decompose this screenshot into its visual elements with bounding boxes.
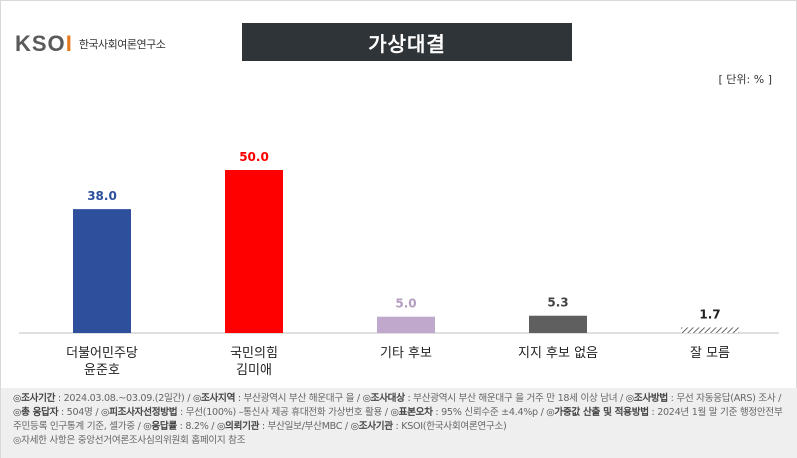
bar-3: [529, 315, 587, 333]
footnote-item: ◎의뢰기관 : 부산일보/부산MBC: [216, 421, 343, 432]
value-label-3: 5.3: [547, 296, 568, 310]
footnote-items: ◎조사기간 : 2024.03.08.~03.09.(2일간) / ◎조사지역 …: [13, 393, 783, 432]
ksoi-logo: KSOI 한국사회여론연구소: [15, 31, 166, 57]
logo-mark: KSOI: [15, 31, 73, 56]
unit-label: [ 단위: % ]: [718, 73, 772, 86]
footnote-item: ◎가중값 산출 및 적용방법 : 2024년 1월 말 기준 행정안전부 주민등…: [13, 407, 783, 432]
category-label-3-0: 지지 후보 없음: [518, 346, 598, 361]
value-label-1: 50.0: [239, 150, 269, 164]
footnote-item: ◎총 응답자 : 504명: [13, 407, 93, 418]
chart-title-text: 가상대결: [368, 31, 446, 56]
logo-text: 한국사회여론연구소: [78, 38, 166, 51]
footnote-item: ◎응답률 : 8.2%: [143, 421, 209, 432]
value-label-4: 1.7: [699, 307, 720, 321]
bar-2: [377, 316, 435, 333]
bar-0: [73, 209, 131, 333]
value-label-2: 5.0: [395, 297, 416, 311]
footnote-note: ◎자세한 사항은 중앙선거여론조사심의위원회 홈페이지 참조: [13, 435, 246, 446]
category-label-4-0: 잘 모름: [690, 346, 730, 361]
category-label-0-1: 윤준호: [84, 363, 120, 378]
footnote-item: ◎조사방법 : 무선 자동응답(ARS) 조사: [625, 393, 776, 404]
category-label-1-0: 국민의힘: [230, 346, 278, 361]
footnote-item: ◎조사기간 : 2024.03.08.~03.09.(2일간): [13, 393, 185, 404]
chart-title: 가상대결: [242, 23, 572, 61]
bar-1: [225, 170, 283, 333]
footnote-item: ◎조사대상 : 부산광역시 부산 해운대구 을 거주 만 18세 이상 남녀: [362, 393, 618, 404]
category-label-0-0: 더불어민주당: [66, 346, 138, 361]
survey-footnote: ◎조사기간 : 2024.03.08.~03.09.(2일간) / ◎조사지역 …: [1, 388, 797, 458]
footnote-item: ◎조사기관 : KSOI(한국사회여론연구소): [350, 421, 507, 432]
footnote-item: ◎피조사자선정방법 : 무선(100%) –통신사 제공 휴대전화 가상번호 활…: [101, 407, 383, 418]
bar-4: [681, 327, 739, 333]
category-label-2-0: 기타 후보: [380, 346, 432, 361]
value-label-0: 38.0: [87, 189, 117, 203]
footnote-item: ◎조사지역 : 부산광역시 부산 해운대구 을: [192, 393, 355, 404]
category-label-1-1: 김미애: [236, 363, 272, 378]
footnote-item: ◎표본오차 : 95% 신뢰수준 ±4.4%p: [390, 407, 539, 418]
